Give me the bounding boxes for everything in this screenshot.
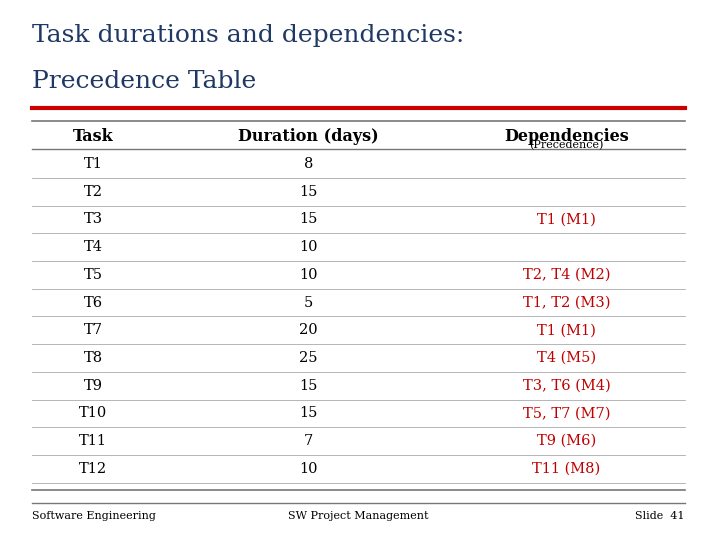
Text: T9: T9 — [84, 379, 103, 393]
Text: T1, T2 (M3): T1, T2 (M3) — [523, 295, 610, 309]
Text: Precedence Table: Precedence Table — [32, 70, 257, 93]
Text: 10: 10 — [299, 462, 318, 476]
Text: 25: 25 — [299, 351, 318, 365]
Text: T4 (M5): T4 (M5) — [537, 351, 596, 365]
Text: SW Project Management: SW Project Management — [288, 512, 429, 521]
Text: 10: 10 — [299, 240, 318, 254]
Text: 15: 15 — [299, 185, 318, 199]
Text: T4: T4 — [84, 240, 103, 254]
Text: T5: T5 — [84, 268, 103, 282]
Text: Task: Task — [73, 128, 113, 145]
Text: (Precedence): (Precedence) — [529, 139, 604, 150]
Text: 15: 15 — [299, 406, 318, 420]
Text: T6: T6 — [84, 295, 103, 309]
Text: T1: T1 — [84, 157, 103, 171]
Text: Duration (days): Duration (days) — [238, 128, 379, 145]
Text: T12: T12 — [79, 462, 108, 476]
Text: T2, T4 (M2): T2, T4 (M2) — [523, 268, 610, 282]
Text: T11: T11 — [79, 434, 108, 448]
Text: T3: T3 — [84, 213, 103, 226]
Text: T5, T7 (M7): T5, T7 (M7) — [523, 406, 610, 420]
Text: T10: T10 — [79, 406, 108, 420]
Text: 10: 10 — [299, 268, 318, 282]
Text: T2: T2 — [84, 185, 103, 199]
Text: T9 (M6): T9 (M6) — [537, 434, 596, 448]
Text: Slide  41: Slide 41 — [635, 512, 685, 521]
Text: 20: 20 — [299, 323, 318, 337]
Text: 7: 7 — [304, 434, 313, 448]
Text: T7: T7 — [84, 323, 103, 337]
Text: T8: T8 — [84, 351, 103, 365]
Text: Task durations and dependencies:: Task durations and dependencies: — [32, 24, 465, 47]
Text: 5: 5 — [304, 295, 313, 309]
Text: T1 (M1): T1 (M1) — [537, 213, 596, 226]
Text: T11 (M8): T11 (M8) — [532, 462, 601, 476]
Text: T1 (M1): T1 (M1) — [537, 323, 596, 337]
Text: 8: 8 — [303, 157, 313, 171]
Text: T3, T6 (M4): T3, T6 (M4) — [523, 379, 610, 393]
Text: 15: 15 — [299, 213, 318, 226]
Text: 15: 15 — [299, 379, 318, 393]
Text: Dependencies: Dependencies — [504, 128, 629, 145]
Text: Software Engineering: Software Engineering — [32, 512, 156, 521]
